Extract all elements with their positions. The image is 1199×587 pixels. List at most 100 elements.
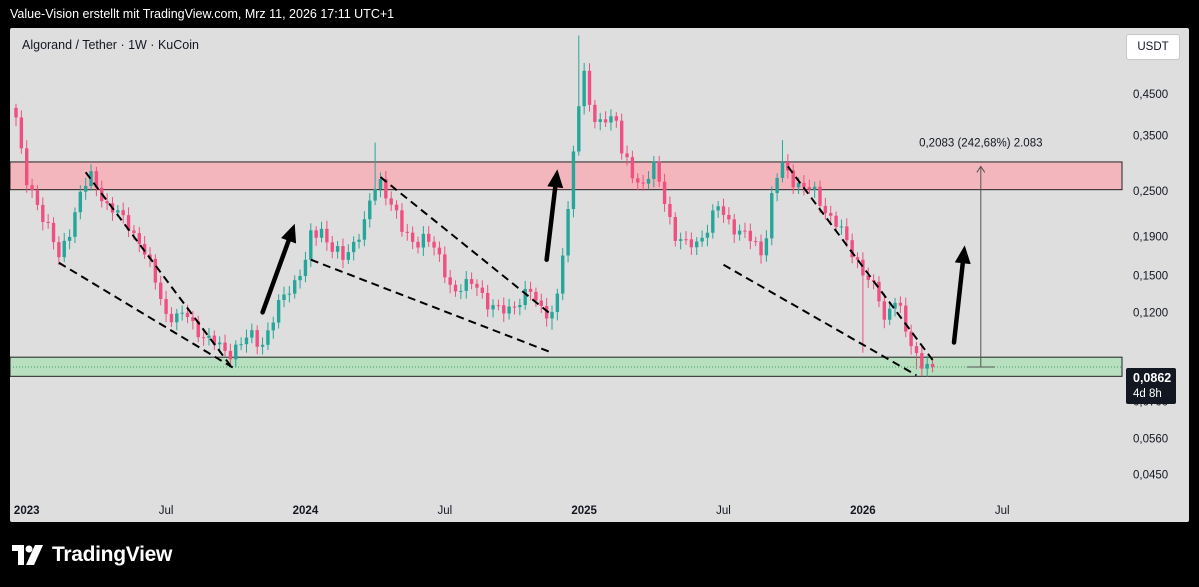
candle-body: [679, 239, 682, 241]
candle-body: [690, 239, 693, 247]
candle-body: [513, 307, 516, 308]
candle-body: [154, 259, 157, 283]
candle-body: [73, 212, 76, 237]
candle-body: [765, 238, 768, 255]
x-tick-label: 2023: [14, 505, 40, 517]
candle-body: [293, 280, 296, 293]
candle-body: [314, 230, 317, 237]
candle-body: [770, 193, 773, 238]
candle-body: [899, 303, 902, 306]
candle-body: [261, 345, 264, 347]
x-tick-label: 2025: [571, 505, 597, 517]
candle-body: [529, 289, 532, 292]
y-tick-label: 0,2500: [1133, 186, 1168, 198]
candle-body: [427, 234, 430, 242]
candle-body: [357, 240, 360, 242]
x-tick-label: Jul: [437, 505, 452, 517]
candle-body: [663, 182, 666, 204]
candle-body: [309, 230, 312, 260]
candle-body: [888, 309, 891, 320]
candle-body: [202, 337, 205, 338]
candle-body: [164, 299, 167, 314]
candle-body: [105, 201, 108, 203]
candle-body: [829, 213, 832, 216]
candle-body: [186, 313, 189, 317]
candle-body: [781, 162, 784, 178]
x-tick-label: 2026: [850, 505, 876, 517]
candle-body: [331, 242, 334, 251]
candle-body: [454, 285, 457, 292]
wedge-2-lower: [311, 260, 552, 353]
tradingview-brand[interactable]: TradingView: [12, 541, 172, 569]
candle-body: [116, 210, 119, 212]
candle-body: [272, 323, 275, 331]
candle-body: [79, 192, 82, 212]
candle-body: [57, 242, 60, 257]
last-price-value: 0,0862: [1133, 371, 1171, 385]
candle-body: [30, 185, 33, 190]
arrow-2-shaft: [547, 187, 556, 259]
candle-body: [695, 241, 698, 247]
x-tick-label: 2024: [293, 505, 319, 517]
price-chart[interactable]: 0,2083 (242,68%) 2.083 0,60000,45000,350…: [10, 28, 1189, 522]
candle-body: [486, 293, 489, 309]
chart-panel[interactable]: 0,2083 (242,68%) 2.083 0,60000,45000,350…: [10, 28, 1189, 522]
candle-body: [438, 248, 441, 255]
candle-body: [733, 219, 736, 234]
candle-body: [775, 178, 778, 193]
candle-body: [620, 121, 623, 154]
candle-body: [84, 186, 87, 192]
candle-body: [459, 291, 462, 292]
candle-body: [175, 313, 178, 322]
candle-body: [368, 201, 371, 220]
y-tick-label: 0,3500: [1133, 130, 1168, 142]
candle-body: [170, 314, 173, 322]
candle-body: [390, 198, 393, 204]
candle-body: [363, 219, 366, 239]
candle-body: [373, 189, 376, 201]
candle-body: [229, 351, 232, 359]
resistance-zone: [10, 162, 1122, 190]
candle-body: [593, 105, 596, 122]
candle-body: [631, 157, 634, 178]
candle-body: [288, 294, 291, 295]
candle-body: [20, 117, 23, 148]
candle-body: [550, 312, 553, 318]
candle-body: [674, 217, 677, 241]
candle-body: [582, 71, 585, 106]
candle-body: [465, 279, 468, 291]
candle-body: [556, 294, 559, 312]
candle-body: [684, 239, 687, 240]
candle-body: [904, 306, 907, 332]
candle-body: [813, 187, 816, 190]
candle-body: [700, 238, 703, 242]
candle-body: [658, 162, 661, 182]
candle-body: [668, 204, 671, 217]
candle-body: [491, 305, 494, 309]
last-price-badge: 0,0862 4d 8h: [1126, 368, 1176, 404]
candle-body: [856, 257, 859, 260]
symbol-title[interactable]: Algorand / Tether · 1W · KuCoin: [22, 38, 199, 52]
candle-body: [540, 301, 543, 306]
candle-body: [840, 226, 843, 227]
candle-body: [470, 279, 473, 284]
candle-body: [207, 336, 210, 338]
chart-attribution: Value-Vision erstellt mit TradingView.co…: [10, 7, 394, 21]
candle-body: [711, 210, 714, 232]
candle-body: [416, 242, 419, 248]
arrow-3-head: [955, 245, 971, 264]
currency-button[interactable]: USDT: [1126, 34, 1180, 60]
candle-body: [625, 153, 628, 157]
candle-body: [754, 241, 757, 242]
candle-body: [759, 241, 762, 255]
candle-body: [325, 229, 328, 243]
y-tick-label: 0,0560: [1133, 433, 1168, 445]
candle-body: [861, 260, 864, 276]
candle-body: [352, 242, 355, 252]
candle-body: [448, 277, 451, 284]
candle-body: [379, 179, 382, 189]
y-tick-label: 0,1500: [1133, 270, 1168, 282]
candle-body: [641, 183, 644, 184]
candle-body: [716, 206, 719, 210]
wedge-1-lower: [59, 263, 236, 370]
